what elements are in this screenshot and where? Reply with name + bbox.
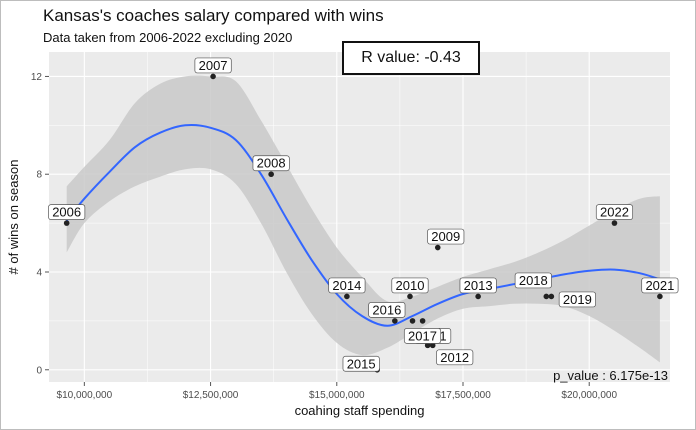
confidence-band (66, 75, 660, 363)
data-point (548, 293, 555, 300)
point-label-box (436, 349, 474, 366)
y-tick-label: 12 (31, 72, 43, 83)
x-axis-label: coahing staff spending (295, 403, 425, 418)
x-tick-label: $10,000,000 (57, 390, 113, 401)
x-tick-label: $15,000,000 (309, 390, 365, 401)
y-tick-label: 8 (36, 170, 42, 181)
y-tick-label: 4 (36, 268, 42, 279)
point-label: 2018 (519, 273, 548, 288)
point-label: 2013 (464, 278, 493, 293)
point-label-box (342, 355, 380, 372)
point-label-box (252, 155, 290, 172)
data-point (268, 171, 274, 178)
point-label: 2022 (600, 205, 629, 220)
x-axis-ticks: $10,000,000 $12,500,000 $15,000,000 $17,500… (57, 382, 617, 401)
point-label: 2021 (645, 278, 674, 293)
point-label-box (595, 204, 634, 220)
data-point (475, 293, 481, 300)
point-label-box (641, 277, 679, 294)
y-tick-label: 0 (36, 365, 42, 376)
point-label-box (48, 204, 86, 220)
point-label: 2012 (440, 350, 469, 365)
point-label: 2016 (372, 302, 401, 317)
data-points (63, 73, 663, 373)
data-point (657, 293, 663, 300)
data-point (543, 293, 550, 300)
point-label: 2015 (347, 356, 376, 371)
point-label-box (558, 291, 596, 308)
point-label: 2010 (396, 278, 425, 293)
point-label-box (459, 277, 497, 294)
data-point (407, 293, 413, 300)
y-axis-label: # of wins on season (6, 160, 21, 275)
x-tick-label: $20,000,000 (561, 390, 617, 401)
point-label-box (427, 228, 465, 245)
point-label-box (391, 277, 429, 294)
x-tick-label: $12,500,000 (183, 390, 239, 401)
point-label: 2008 (257, 156, 286, 171)
data-point (344, 293, 350, 300)
chart-title: Kansas's coaches salary compared with wi… (43, 6, 384, 25)
data-point (611, 220, 618, 226)
p-value-annotation: p_value : 6.175e-13 (553, 368, 668, 383)
point-label-box (328, 277, 366, 294)
point-label: 2006 (52, 205, 81, 220)
point-label-box (403, 328, 442, 344)
point-label: 2014 (332, 278, 361, 293)
y-axis-ticks: 0 4 8 12 (31, 72, 49, 376)
point-label-box (514, 272, 552, 289)
data-point (210, 73, 216, 80)
data-point (409, 318, 416, 324)
data-point (419, 318, 426, 324)
point-labels: 2006200720082009201020112012201320142015… (48, 57, 679, 372)
point-label: 2007 (199, 58, 228, 73)
data-point (429, 342, 436, 349)
r-value-box: R value: -0.43 (342, 41, 480, 75)
r-value-text: R value: -0.43 (361, 49, 461, 66)
data-point (424, 342, 431, 349)
chart-subtitle: Data taken from 2006-2022 excluding 2020 (43, 30, 293, 45)
point-label: 2009 (431, 229, 460, 244)
data-point (434, 244, 441, 251)
point-label-box (194, 57, 232, 74)
point-label: 2019 (563, 292, 592, 307)
point-label-box (368, 302, 406, 318)
trend-line (65, 124, 661, 327)
data-point (392, 318, 398, 324)
data-point (63, 220, 70, 226)
point-label: 2017 (408, 328, 437, 343)
x-tick-label: $17,500,000 (435, 390, 491, 401)
